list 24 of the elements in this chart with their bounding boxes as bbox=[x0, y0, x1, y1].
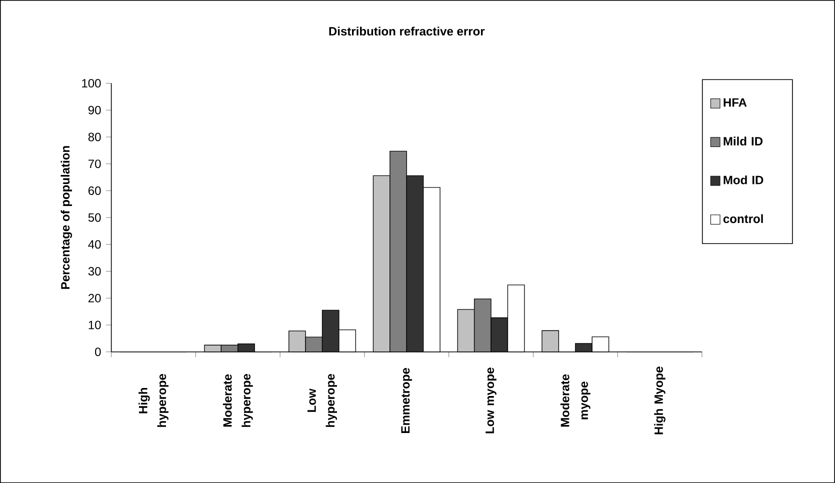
x-tick-label: Moderate hyperope bbox=[222, 374, 253, 427]
y-tick-label: 30 bbox=[88, 266, 101, 276]
legend-label: Mod ID bbox=[724, 175, 764, 184]
legend-label: HFA bbox=[724, 98, 747, 107]
x-tick-label: Low hyperope bbox=[308, 374, 337, 427]
legend-label: Mild ID bbox=[724, 136, 763, 146]
y-tick-label: 100 bbox=[82, 78, 101, 88]
chart-title: Distribution refractive error bbox=[329, 26, 485, 36]
y-tick-label: 80 bbox=[88, 132, 101, 142]
y-tick-label: 70 bbox=[88, 159, 101, 168]
x-tick-label: Moderate myope bbox=[560, 374, 590, 427]
x-tick-label: Low myope bbox=[486, 368, 496, 434]
y-tick-label: 90 bbox=[88, 106, 101, 114]
y-tick-label: 40 bbox=[88, 240, 101, 249]
y-tick-label: 0 bbox=[95, 347, 101, 356]
x-tick-label: Emmetrope bbox=[401, 368, 412, 433]
legend-label: control bbox=[723, 214, 763, 223]
y-tick-label: 60 bbox=[88, 186, 101, 195]
y-tick-label: 50 bbox=[88, 213, 101, 222]
x-tick-label: High Myope bbox=[654, 366, 666, 434]
x-tick-label: High hyperope bbox=[138, 374, 168, 427]
y-axis-title: Percentage of population bbox=[60, 146, 72, 289]
y-tick-label: 10 bbox=[88, 320, 101, 330]
y-tick-label: 20 bbox=[88, 294, 101, 302]
